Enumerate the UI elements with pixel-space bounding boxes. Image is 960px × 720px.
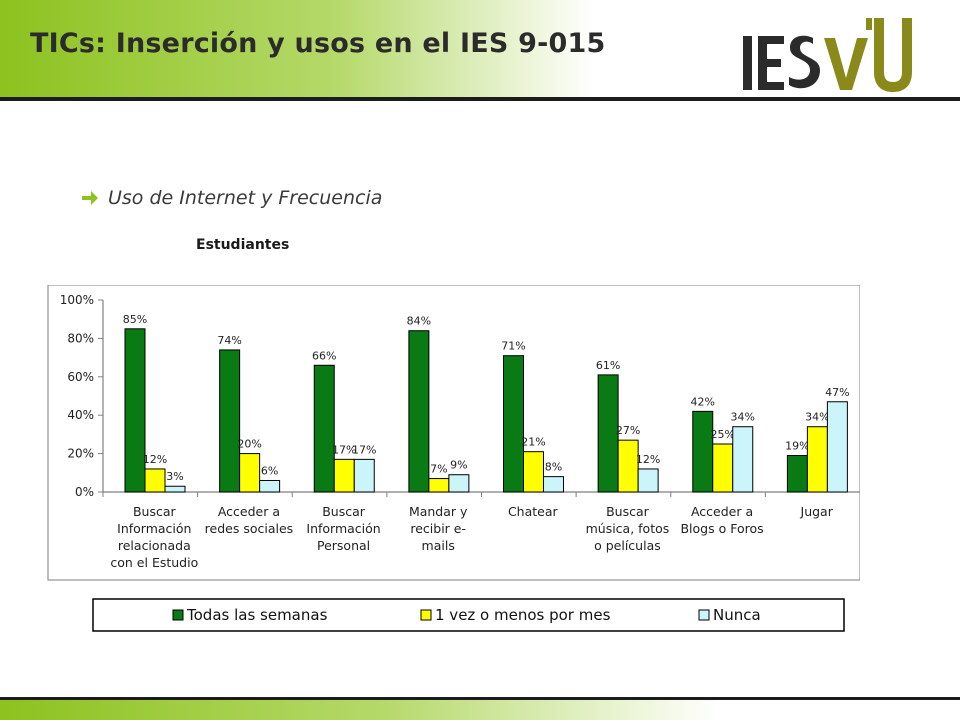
y-tick-label: 20% xyxy=(67,447,94,461)
chart-frame xyxy=(47,285,860,581)
x-category-label: Buscar xyxy=(133,504,177,519)
x-category-label: Acceder a xyxy=(218,504,280,519)
bar-nunca xyxy=(164,485,186,493)
data-label: 20% xyxy=(237,438,261,451)
x-category-label: Mandar y xyxy=(409,504,468,519)
bar-nunca xyxy=(826,401,848,493)
bar-una-vez-o-menos xyxy=(239,453,261,493)
legend-label: 1 vez o menos por mes xyxy=(435,606,611,624)
bar-una-vez-o-menos xyxy=(617,439,639,493)
data-label: 34% xyxy=(805,411,829,424)
data-label: 84% xyxy=(407,315,431,328)
chart-subtitle: Estudiantes xyxy=(196,237,290,253)
bar-todas-las-semanas xyxy=(503,355,524,493)
legend-swatch xyxy=(420,609,432,621)
bar-todas-las-semanas xyxy=(408,330,430,493)
bar-una-vez-o-menos xyxy=(523,451,544,493)
data-label: 21% xyxy=(521,436,545,449)
bar-todas-las-semanas xyxy=(219,349,241,493)
x-category-label: Buscar xyxy=(322,504,366,519)
footer-divider xyxy=(0,697,960,700)
bar-nunca xyxy=(259,479,281,493)
y-tick-label: 0% xyxy=(75,485,94,499)
data-label: 71% xyxy=(501,340,525,353)
header-divider xyxy=(0,97,960,101)
x-category-label: o películas xyxy=(594,538,661,553)
bar-nunca xyxy=(543,476,564,493)
bar-una-vez-o-menos xyxy=(333,458,355,493)
x-category-label: Información xyxy=(117,521,191,536)
y-tick-label: 100% xyxy=(60,293,94,307)
data-label: 12% xyxy=(636,453,660,466)
data-label: 6% xyxy=(261,464,278,477)
legend-label: Nunca xyxy=(713,606,761,624)
bar-una-vez-o-menos xyxy=(144,468,166,493)
x-category-label: Personal xyxy=(317,538,370,553)
data-label: 74% xyxy=(217,334,241,347)
data-label: 17% xyxy=(332,443,356,456)
legend-swatch xyxy=(698,609,710,621)
data-label: 3% xyxy=(166,470,183,483)
data-label: 61% xyxy=(596,359,620,372)
y-tick-label: 80% xyxy=(67,331,94,345)
x-category-label: Chatear xyxy=(508,504,559,519)
bar-una-vez-o-menos xyxy=(428,478,450,493)
footer-bar xyxy=(0,697,960,720)
data-label: 25% xyxy=(711,428,735,441)
data-label: 9% xyxy=(450,459,467,472)
chart-legend xyxy=(92,598,845,632)
x-category-label: recibir e- xyxy=(410,521,466,536)
y-tick-label: 60% xyxy=(67,370,94,384)
bullet-item: Uso de Internet y Frecuencia xyxy=(80,184,382,212)
data-label: 7% xyxy=(430,463,447,476)
bar-todas-las-semanas xyxy=(786,455,808,493)
x-category-label: música, fotos xyxy=(586,521,670,536)
bar-todas-las-semanas xyxy=(597,374,619,493)
slide-title: TICs: Inserción y usos en el IES 9-015 xyxy=(30,28,606,59)
bar-todas-las-semanas xyxy=(313,364,335,493)
legend-label: Todas las semanas xyxy=(186,606,328,624)
data-label: 34% xyxy=(731,411,755,424)
x-category-label: mails xyxy=(422,538,455,553)
arrow-right-icon xyxy=(82,191,98,205)
bar-todas-las-semanas xyxy=(692,410,714,493)
bar-nunca xyxy=(353,458,375,493)
bar-nunca xyxy=(448,474,470,493)
bar-nunca xyxy=(637,468,659,493)
legend-swatch xyxy=(172,609,184,621)
x-category-label: Buscar xyxy=(606,504,650,519)
bar-una-vez-o-menos xyxy=(712,443,734,493)
data-label: 66% xyxy=(312,349,336,362)
x-category-label: Blogs o Foros xyxy=(680,521,763,536)
data-label: 27% xyxy=(616,424,640,437)
data-label: 19% xyxy=(785,440,809,453)
data-label: 85% xyxy=(123,313,147,326)
x-category-label: con el Estudio xyxy=(110,555,198,570)
data-label: 42% xyxy=(691,395,715,408)
x-category-label: relacionada xyxy=(118,538,191,553)
x-category-label: Jugar xyxy=(800,504,834,519)
data-label: 12% xyxy=(143,453,167,466)
x-category-label: Acceder a xyxy=(691,504,753,519)
ies-logo xyxy=(743,18,912,92)
bar-nunca xyxy=(732,426,754,493)
data-label: 17% xyxy=(352,443,376,456)
bar-todas-las-semanas xyxy=(124,328,146,493)
bar-chart: 0% 20% 40% 60% 80% 100% 85% 74% 66% 84% 71% 61% 42% 1… xyxy=(47,285,860,632)
data-label: 8% xyxy=(545,461,562,474)
data-label: 47% xyxy=(825,386,849,399)
y-tick-label: 40% xyxy=(67,408,94,422)
x-category-label: Información xyxy=(306,521,380,536)
bar-una-vez-o-menos xyxy=(806,426,828,493)
x-category-label: redes sociales xyxy=(205,521,294,536)
bullet-text: Uso de Internet y Frecuencia xyxy=(108,187,383,209)
